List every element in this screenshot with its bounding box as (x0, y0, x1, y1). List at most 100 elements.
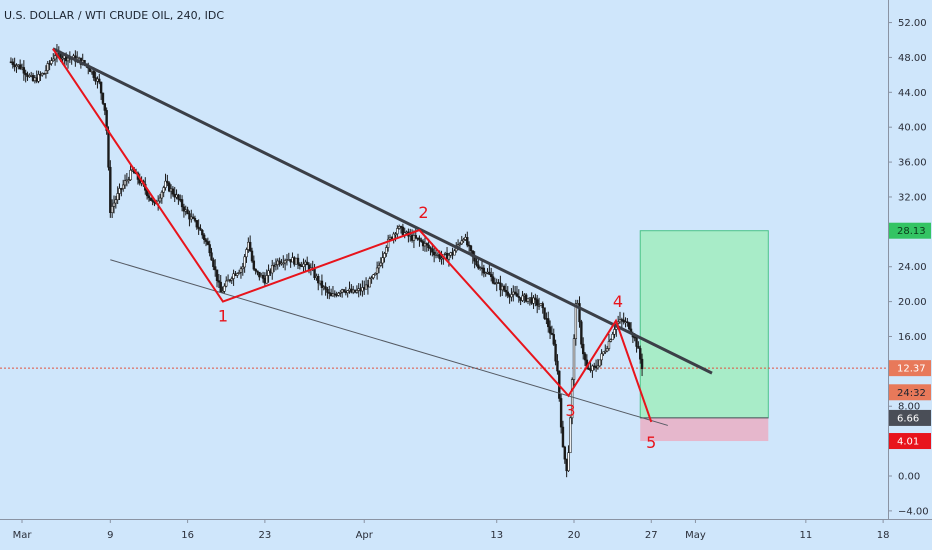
candle (515, 285, 519, 297)
candle-body (204, 239, 208, 242)
candle (385, 245, 388, 257)
candle (572, 334, 576, 388)
candle (202, 233, 206, 244)
candle-body (547, 318, 550, 328)
candle-body (467, 244, 471, 247)
candle-body (390, 236, 394, 240)
candle-body (304, 261, 307, 265)
time-axis[interactable]: Mar 9 16 23 Apr 13 20 27 May 11 18 (13, 519, 890, 541)
y-tick-label: 48.00 (898, 53, 927, 64)
candle (537, 297, 541, 310)
candle-body (366, 284, 370, 288)
candle-body (248, 241, 252, 252)
candle-body (445, 252, 449, 260)
upper-trendline[interactable] (52, 47, 713, 375)
candle (44, 65, 48, 79)
price-tags: 28.13 12.37 24:32 6.66 4.01 (889, 222, 931, 450)
candle-body (110, 206, 114, 213)
candle (66, 57, 70, 69)
candle (602, 351, 605, 356)
candle-body (600, 353, 603, 361)
candle (123, 174, 127, 189)
price-tag: 24:32 (889, 384, 931, 401)
candle-body (506, 291, 509, 296)
candle-body (252, 260, 256, 270)
candle (346, 290, 349, 298)
candle-body (127, 179, 130, 182)
candle (191, 213, 195, 220)
candle-body (129, 169, 132, 181)
candle-body (370, 277, 373, 280)
candle-body (421, 241, 425, 247)
candle-body (33, 77, 37, 81)
candle (396, 225, 399, 240)
candle (48, 60, 51, 71)
candle (24, 69, 27, 83)
x-tick-label: 27 (645, 530, 658, 541)
candle (22, 60, 26, 81)
candle-body (374, 273, 377, 275)
candle (541, 301, 544, 314)
candle (317, 273, 320, 291)
candle (598, 359, 601, 368)
candle-body (237, 272, 241, 274)
candle-body (475, 260, 478, 266)
candle-body (554, 343, 557, 362)
candle (239, 266, 243, 279)
candle-body (383, 253, 386, 258)
candle (626, 317, 629, 327)
candle-body (342, 289, 346, 292)
x-tick-label: Apr (356, 530, 374, 541)
candle-body (598, 359, 601, 367)
x-tick-label: 16 (181, 530, 194, 541)
candle (607, 333, 611, 351)
candle-body (440, 257, 443, 260)
x-tick-label: May (685, 530, 706, 541)
candle-body (386, 238, 390, 248)
candle-body (427, 244, 430, 249)
candle-body (583, 353, 587, 361)
candle-body (372, 274, 375, 279)
wave-path[interactable] (52, 48, 653, 423)
candle-body (151, 200, 154, 202)
candle (375, 261, 379, 280)
candle-body (206, 241, 210, 245)
candle-body (521, 295, 524, 301)
candle-body (269, 270, 272, 274)
candle-body (466, 237, 469, 246)
candle (320, 274, 324, 296)
candle-body (293, 257, 296, 265)
candle (186, 206, 189, 215)
candle-body (513, 291, 517, 294)
candle-body (607, 341, 611, 349)
price-tag: 4.01 (889, 433, 931, 450)
stop-zone[interactable] (640, 417, 769, 442)
candle (274, 258, 278, 271)
candle (432, 246, 436, 263)
candle-body (432, 251, 436, 256)
candle-body (243, 256, 246, 268)
candle (339, 290, 342, 298)
candle-body (50, 60, 53, 64)
candle (370, 275, 373, 284)
target-zone[interactable] (639, 230, 769, 419)
candle-body (580, 321, 583, 345)
candle (521, 290, 524, 302)
candle-body (125, 179, 129, 182)
candle (160, 190, 164, 204)
candle-body (565, 458, 568, 472)
wave-label-2: 2 (418, 203, 428, 222)
candle-body (272, 265, 276, 267)
candle-body (112, 202, 116, 207)
candle-body (256, 270, 259, 273)
candle (414, 228, 417, 240)
candle-body (381, 257, 384, 264)
candle-body (464, 237, 467, 240)
chart-title: U.S. DOLLAR / WTI CRUDE OIL, 240, IDC (4, 9, 225, 22)
x-tick-label: 9 (107, 530, 113, 541)
candle (193, 215, 197, 223)
candle (241, 262, 244, 276)
lower-trendline[interactable] (110, 259, 668, 426)
candle (116, 186, 119, 205)
